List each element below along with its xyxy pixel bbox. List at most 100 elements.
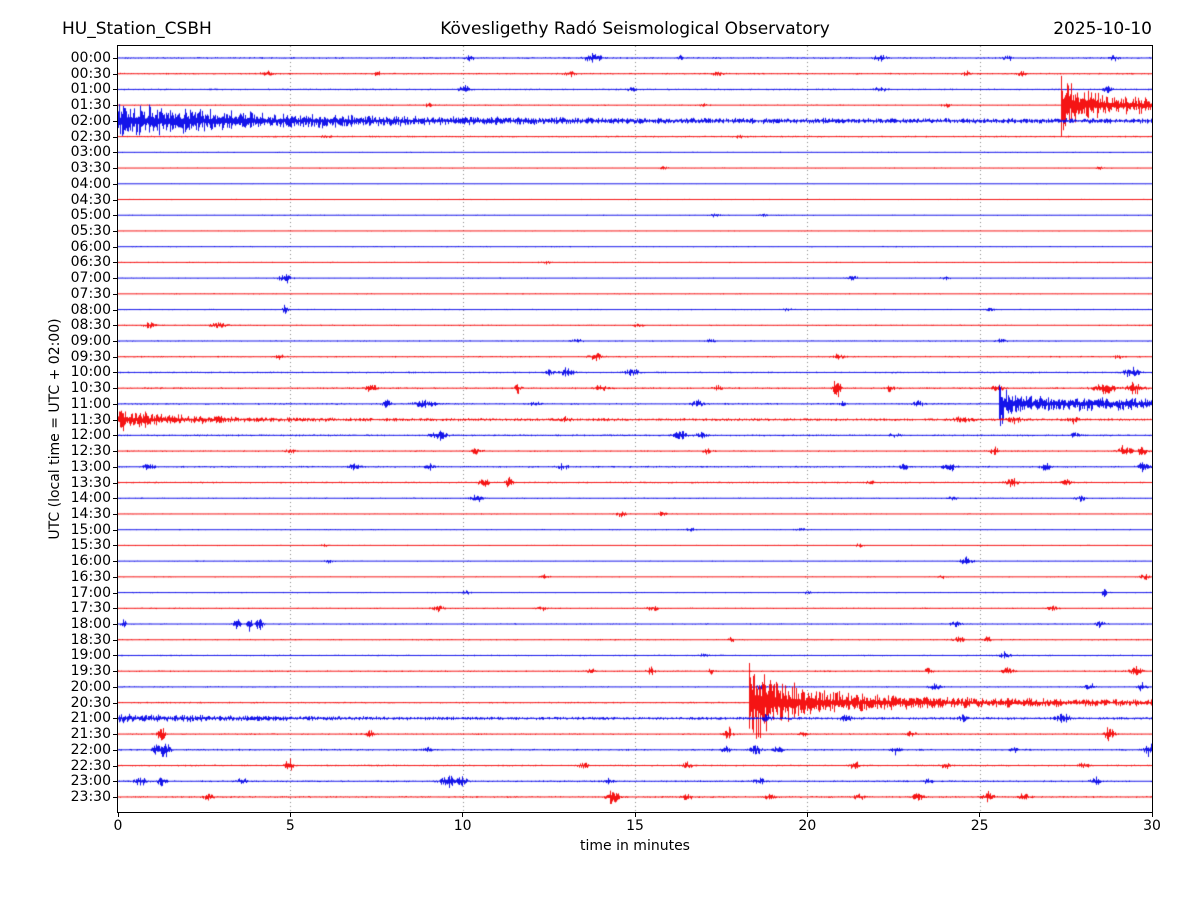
- y-tick-label: 02:00: [70, 112, 111, 129]
- y-tick-mark: [113, 58, 117, 59]
- y-tick-mark: [113, 215, 117, 217]
- y-tick-mark: [113, 639, 117, 641]
- y-tick-mark: [113, 435, 117, 437]
- y-tick-mark: [113, 466, 117, 468]
- date-label: 2025-10-10: [1053, 19, 1152, 39]
- x-tick-mark: [979, 813, 981, 817]
- y-tick-label: 15:00: [70, 521, 111, 538]
- y-tick-label: 18:00: [70, 616, 111, 633]
- y-tick-label: 21:00: [70, 710, 111, 727]
- x-tick-mark: [117, 813, 119, 817]
- x-tick-mark: [634, 813, 636, 817]
- station-title: HU_Station_CSBH: [62, 19, 212, 39]
- y-tick-mark: [113, 419, 117, 421]
- y-tick-label: 00:00: [70, 50, 111, 66]
- y-tick-mark: [113, 765, 117, 767]
- y-tick-mark: [113, 655, 117, 657]
- y-tick-mark: [113, 624, 117, 626]
- x-tick-mark: [462, 813, 464, 817]
- y-tick-mark: [113, 152, 117, 154]
- y-tick-mark: [113, 686, 117, 688]
- y-tick-mark: [113, 199, 117, 201]
- x-tick-label: 15: [626, 818, 644, 834]
- y-tick-mark: [113, 734, 117, 736]
- y-tick-label: 07:30: [70, 285, 111, 302]
- y-tick-label: 20:00: [70, 678, 111, 695]
- y-tick-mark: [113, 608, 117, 610]
- y-tick-label: 22:00: [70, 741, 111, 758]
- y-tick-label: 23:00: [70, 773, 111, 790]
- x-tick-mark: [289, 813, 291, 817]
- seismogram-traces-canvas: [118, 46, 1152, 812]
- y-tick-label: 03:00: [70, 144, 111, 161]
- y-tick-label: 05:30: [70, 222, 111, 239]
- x-tick-label: 10: [453, 818, 472, 834]
- y-tick-label: 17:30: [70, 600, 111, 617]
- y-tick-mark: [113, 341, 117, 342]
- y-tick-label: 06:30: [70, 254, 111, 271]
- y-tick-mark: [113, 671, 117, 673]
- y-tick-label: 10:00: [70, 364, 111, 381]
- y-tick-mark: [113, 309, 117, 311]
- y-tick-mark: [113, 183, 117, 185]
- y-tick-mark: [113, 356, 117, 358]
- y-tick-label: 02:30: [70, 128, 111, 145]
- y-tick-mark: [113, 246, 117, 248]
- y-tick-label: 13:30: [70, 474, 111, 491]
- x-axis-label: time in minutes: [580, 838, 690, 854]
- y-tick-mark: [113, 293, 117, 295]
- y-tick-label: 11:30: [70, 411, 111, 428]
- y-tick-label: 04:00: [70, 175, 111, 192]
- y-tick-mark: [113, 168, 117, 170]
- y-tick-label: 08:30: [70, 317, 111, 334]
- y-tick-mark: [113, 105, 117, 107]
- x-tick-label: 30: [1143, 818, 1161, 834]
- y-tick-label: 23:30: [70, 788, 111, 805]
- y-tick-label: 08:00: [70, 301, 111, 318]
- y-tick-mark: [113, 781, 117, 783]
- y-tick-mark: [113, 561, 117, 563]
- y-tick-label: 19:30: [70, 663, 111, 680]
- x-tick-label: 25: [970, 818, 989, 834]
- y-tick-mark: [113, 592, 117, 594]
- y-tick-label: 14:00: [70, 490, 111, 507]
- y-tick-label: 01:00: [70, 81, 111, 98]
- y-tick-mark: [113, 73, 117, 75]
- x-tick-label: 20: [798, 818, 817, 834]
- y-tick-label: 14:30: [70, 505, 111, 522]
- y-tick-label: 07:00: [70, 270, 111, 287]
- y-tick-label: 18:30: [70, 631, 111, 648]
- y-tick-mark: [113, 498, 117, 500]
- y-tick-mark: [113, 513, 117, 515]
- y-tick-label: 17:00: [70, 584, 111, 601]
- y-tick-label: 19:00: [70, 647, 111, 664]
- observatory-title: Kövesligethy Radó Seismological Observat…: [440, 19, 830, 39]
- y-tick-mark: [113, 325, 117, 327]
- y-tick-label: 16:00: [70, 553, 111, 570]
- y-tick-mark: [113, 372, 117, 374]
- y-tick-label: 12:00: [70, 427, 111, 444]
- y-tick-mark: [113, 388, 117, 390]
- y-tick-mark: [113, 136, 117, 138]
- y-tick-mark: [113, 120, 117, 122]
- y-tick-label: 16:30: [70, 568, 111, 585]
- y-tick-label: 20:30: [70, 694, 111, 711]
- y-tick-label: 21:30: [70, 726, 111, 743]
- y-tick-mark: [113, 403, 117, 405]
- y-tick-mark: [113, 796, 117, 798]
- y-tick-mark: [113, 278, 117, 280]
- y-tick-label: 09:00: [70, 333, 111, 349]
- y-tick-label: 10:30: [70, 380, 111, 397]
- y-tick-label: 13:00: [70, 458, 111, 475]
- x-tick-label: 0: [113, 818, 123, 834]
- y-tick-mark: [113, 230, 117, 232]
- y-tick-mark: [113, 482, 117, 484]
- y-tick-label: 01:30: [70, 97, 111, 114]
- y-tick-label: 06:00: [70, 238, 111, 255]
- x-tick-label: 5: [285, 818, 295, 834]
- y-tick-mark: [113, 451, 117, 453]
- y-tick-mark: [113, 718, 117, 720]
- y-tick-mark: [113, 749, 117, 751]
- x-tick-mark: [806, 813, 808, 817]
